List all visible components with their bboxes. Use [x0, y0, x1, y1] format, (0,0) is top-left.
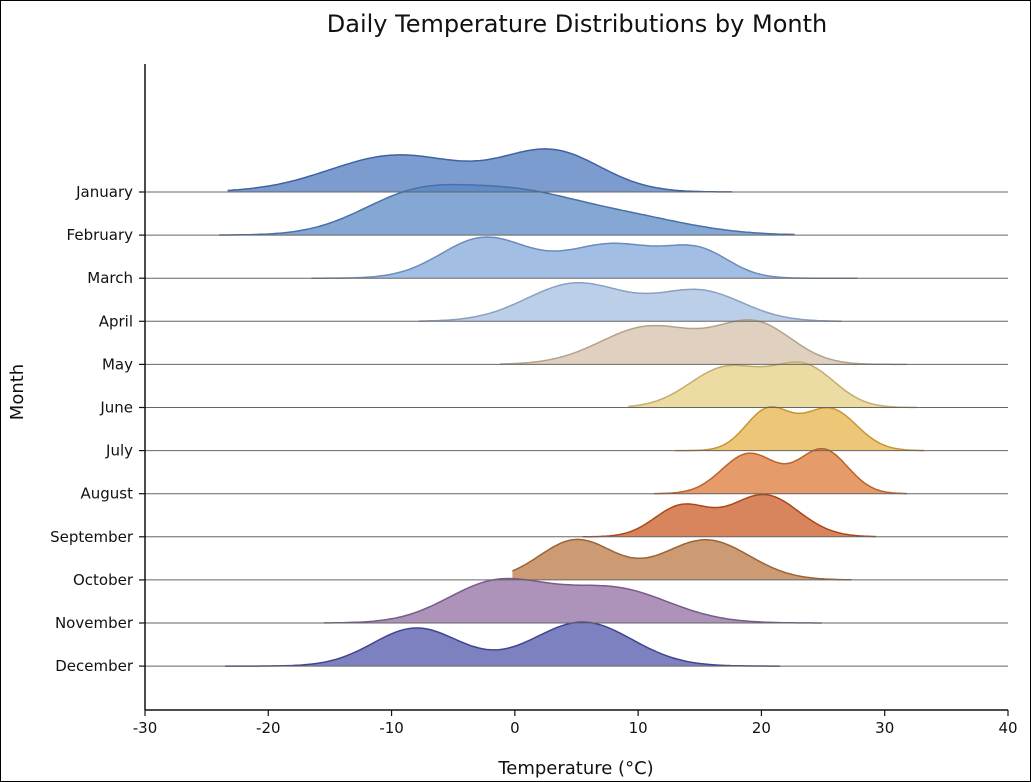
- ridge-march: [311, 237, 858, 279]
- y-tick-label-september: September: [50, 528, 134, 546]
- ridge-february: [219, 184, 795, 236]
- x-tick-label: 10: [629, 719, 648, 737]
- ridge-outline-may: [500, 319, 907, 366]
- ridge-january: [227, 148, 732, 192]
- ridge-outline-march: [311, 236, 858, 279]
- y-axis-label: Month: [7, 364, 28, 420]
- x-tick-label: 0: [510, 719, 520, 737]
- ridge-november: [323, 578, 822, 623]
- ridge-outline-november: [323, 577, 822, 624]
- y-tick-label-april: April: [99, 312, 133, 330]
- ridge-outline-september: [582, 493, 877, 538]
- ridge-october: [512, 539, 852, 580]
- ridges-group: [219, 148, 925, 667]
- x-ticks-group: -30 -20 -10 0 10 20 30 40: [133, 710, 1018, 737]
- x-axis-label: Temperature (°C): [497, 758, 653, 779]
- ridge-outline-february: [219, 183, 795, 236]
- ridge-june: [628, 362, 917, 408]
- x-tick-label: -30: [133, 719, 158, 737]
- ridge-september: [582, 494, 877, 537]
- x-tick-label: -10: [379, 719, 404, 737]
- ridge-may: [500, 319, 907, 365]
- y-tick-label-november: November: [55, 614, 134, 632]
- ridge-april: [418, 282, 842, 322]
- ridge-outline-december: [225, 621, 780, 667]
- x-tick-label: 40: [998, 719, 1017, 737]
- y-ticks-group: January February March April May June July Augu…: [50, 183, 145, 675]
- ridge-december: [225, 622, 780, 667]
- y-tick-label-december: December: [55, 657, 134, 675]
- y-tick-label-august: August: [81, 485, 134, 503]
- ridge-outline-august: [654, 447, 907, 495]
- y-tick-label-june: June: [99, 399, 133, 417]
- chart-title: Daily Temperature Distributions by Month: [327, 10, 827, 38]
- y-tick-label-january: January: [75, 183, 133, 201]
- ridge-outline-july: [675, 406, 925, 452]
- y-tick-label-july: July: [105, 442, 133, 460]
- y-tick-label-october: October: [73, 571, 134, 589]
- ridge-august: [654, 448, 907, 494]
- x-tick-label: -20: [256, 719, 281, 737]
- ridge-outline-january: [227, 148, 732, 193]
- ridge-outline-october: [512, 538, 852, 581]
- y-tick-label-february: February: [67, 226, 134, 244]
- y-tick-label-may: May: [102, 355, 133, 373]
- x-tick-label: 30: [875, 719, 894, 737]
- ridge-outline-april: [418, 282, 842, 322]
- ridge-outline-june: [628, 361, 917, 409]
- x-tick-label: 20: [752, 719, 771, 737]
- y-tick-label-march: March: [87, 269, 133, 287]
- baselines-group: [145, 191, 1008, 667]
- ridge-july: [675, 406, 925, 451]
